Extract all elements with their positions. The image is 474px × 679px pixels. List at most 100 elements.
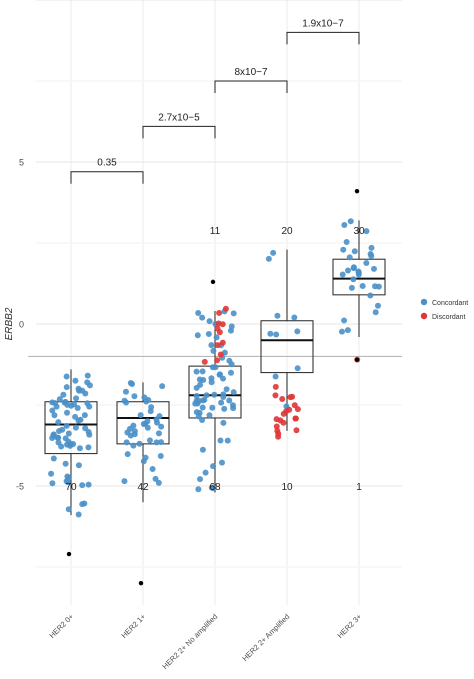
comparison-pvalue: 0.35 bbox=[97, 158, 117, 169]
data-point-concordant bbox=[65, 430, 72, 437]
data-point-concordant bbox=[224, 437, 231, 444]
data-point-concordant bbox=[148, 404, 155, 411]
data-point-concordant bbox=[79, 501, 86, 508]
data-point-concordant bbox=[346, 254, 353, 261]
data-point-concordant bbox=[195, 486, 202, 493]
data-point-concordant bbox=[77, 416, 84, 423]
box bbox=[260, 320, 314, 374]
data-point-discordant bbox=[279, 396, 286, 403]
count-label-discordant: 11 bbox=[210, 226, 221, 237]
count-label-discordant: 20 bbox=[281, 226, 293, 237]
data-point-concordant bbox=[209, 404, 216, 411]
data-point-concordant bbox=[153, 439, 160, 446]
data-point-concordant bbox=[131, 393, 138, 400]
data-point-concordant bbox=[62, 460, 69, 467]
data-point-concordant bbox=[49, 480, 56, 487]
data-point-concordant bbox=[123, 439, 130, 446]
data-point-concordant bbox=[199, 446, 206, 453]
data-point-discordant bbox=[280, 419, 287, 426]
data-point-concordant bbox=[205, 330, 212, 337]
data-point-discordant bbox=[287, 394, 294, 401]
data-point-concordant bbox=[273, 331, 280, 338]
data-point-discordant bbox=[293, 427, 300, 434]
data-point-concordant bbox=[228, 323, 235, 330]
data-point-concordant bbox=[363, 228, 370, 235]
data-point-concordant bbox=[48, 470, 55, 477]
data-point-concordant bbox=[208, 379, 215, 386]
data-point-concordant bbox=[159, 383, 166, 390]
data-point-concordant bbox=[218, 459, 225, 466]
data-point-concordant bbox=[265, 255, 272, 262]
data-point-concordant bbox=[220, 375, 227, 382]
data-point-concordant bbox=[367, 251, 374, 258]
data-point-concordant bbox=[63, 373, 70, 380]
data-point-concordant bbox=[61, 399, 68, 406]
data-point-concordant bbox=[370, 265, 377, 272]
data-point-concordant bbox=[68, 402, 75, 409]
data-point-concordant bbox=[220, 391, 227, 398]
data-point-concordant bbox=[75, 462, 82, 469]
data-point-concordant bbox=[195, 397, 202, 404]
count-label-concordant: 68 bbox=[209, 482, 221, 493]
outlier-point bbox=[354, 188, 360, 194]
data-point-discordant bbox=[217, 351, 224, 358]
outlier-point bbox=[66, 551, 72, 557]
data-point-concordant bbox=[212, 364, 219, 371]
data-point-concordant bbox=[137, 412, 144, 419]
data-point-concordant bbox=[145, 396, 152, 403]
data-point-concordant bbox=[347, 218, 354, 225]
data-point-discordant bbox=[273, 416, 280, 423]
data-point-concordant bbox=[368, 244, 375, 251]
data-point-concordant bbox=[199, 368, 206, 375]
data-point-concordant bbox=[267, 330, 274, 337]
y-tick-label: 0 bbox=[19, 320, 24, 330]
data-point-concordant bbox=[76, 445, 83, 452]
data-point-concordant bbox=[86, 382, 93, 389]
data-point-concordant bbox=[339, 271, 346, 278]
data-point-concordant bbox=[210, 347, 217, 354]
data-point-concordant bbox=[363, 260, 370, 267]
data-point-concordant bbox=[210, 463, 217, 470]
data-point-discordant bbox=[273, 423, 280, 430]
data-point-concordant bbox=[351, 248, 358, 255]
data-point-discordant bbox=[275, 430, 282, 437]
data-point-concordant bbox=[131, 428, 138, 435]
data-point-concordant bbox=[79, 387, 86, 394]
count-label-discordant: 30 bbox=[353, 226, 365, 237]
data-point-concordant bbox=[156, 413, 163, 420]
data-point-concordant bbox=[64, 473, 71, 480]
data-point-concordant bbox=[58, 443, 65, 450]
data-point-concordant bbox=[208, 484, 215, 491]
data-point-concordant bbox=[350, 264, 357, 271]
data-point-concordant bbox=[195, 309, 202, 316]
data-point-concordant bbox=[50, 455, 57, 462]
data-point-concordant bbox=[229, 402, 236, 409]
data-point-concordant bbox=[270, 249, 277, 256]
data-point-concordant bbox=[199, 404, 206, 411]
data-point-concordant bbox=[343, 238, 350, 245]
data-point-concordant bbox=[155, 479, 162, 486]
data-point-concordant bbox=[344, 327, 351, 334]
data-point-concordant bbox=[193, 368, 200, 375]
data-point-concordant bbox=[157, 453, 164, 460]
data-point-concordant bbox=[79, 482, 86, 489]
data-point-concordant bbox=[206, 412, 213, 419]
data-point-concordant bbox=[217, 437, 224, 444]
data-point-concordant bbox=[74, 404, 81, 411]
data-point-concordant bbox=[136, 440, 143, 447]
count-label-concordant: 70 bbox=[65, 482, 77, 493]
data-point-concordant bbox=[51, 412, 58, 419]
data-point-concordant bbox=[62, 435, 69, 442]
data-point-concordant bbox=[72, 377, 79, 384]
data-point-concordant bbox=[197, 381, 204, 388]
data-point-concordant bbox=[341, 222, 348, 229]
data-point-concordant bbox=[121, 478, 128, 485]
data-point-concordant bbox=[193, 392, 200, 399]
comparison-bracket bbox=[70, 171, 144, 184]
legend-swatch bbox=[420, 312, 428, 320]
comparison-pvalue: 1.9x10−7 bbox=[302, 18, 344, 29]
data-point-concordant bbox=[226, 357, 233, 364]
y-tick-label: 5 bbox=[19, 158, 24, 168]
data-point-concordant bbox=[64, 409, 71, 416]
data-point-concordant bbox=[140, 458, 147, 465]
